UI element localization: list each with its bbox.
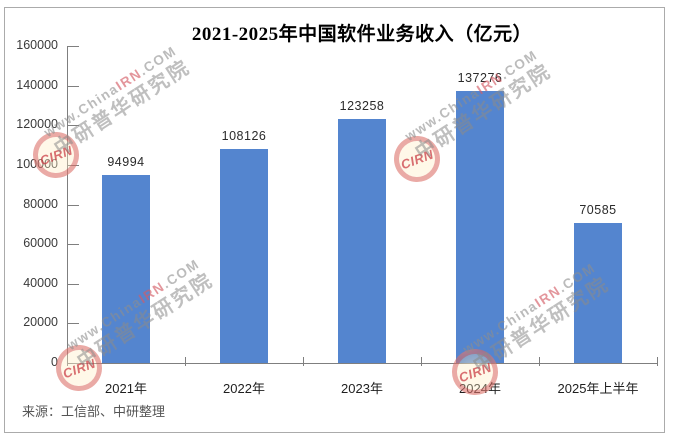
y-axis-tick [67,85,79,87]
chart-title: 2021-2025年中国软件业务收入（亿元） [191,24,533,45]
y-axis-tick-label: 120000 [16,117,58,132]
x-axis-category-label: 2023年 [341,381,383,396]
x-axis-category-label: 2021年 [105,381,147,396]
x-axis-tick [67,357,68,366]
bar-value-label: 123258 [339,98,385,113]
x-axis-category-label: 2022年 [223,381,265,396]
bar-value-label: 70585 [579,203,617,218]
y-axis-tick [67,46,79,47]
y-axis-tick [67,125,79,127]
x-axis-category-label: 2024年 [459,381,501,396]
y-axis-tick [67,363,79,364]
y-axis-tick [67,244,79,246]
y-axis-tick-label: 0 [51,355,58,369]
x-axis-tick [185,357,186,366]
y-axis-tick-label: 100000 [16,156,58,171]
x-axis-tick [539,357,540,366]
bar-2025年上半年 [574,223,622,363]
bar-2022年 [220,148,268,363]
x-axis-tick [657,357,658,366]
bar-value-label: 94994 [107,154,145,169]
x-axis-category-label: 2025年上半年 [557,381,639,396]
bar-2021年 [102,174,150,363]
y-axis-tick-label: 40000 [23,275,58,290]
y-axis-tick [67,164,79,166]
bar-value-label: 108126 [221,128,267,143]
y-axis-tick [67,204,79,206]
x-axis-tick [421,357,422,366]
bar-2023年 [338,118,386,363]
y-axis-tick-label: 60000 [23,236,58,251]
y-axis-tick [67,283,79,285]
y-axis-tick [67,323,79,325]
y-axis-tick-label: 80000 [23,196,58,211]
bar-2024年 [456,91,504,363]
y-axis-tick-label: 20000 [23,315,58,330]
y-axis-tick-label: 140000 [16,77,58,92]
source-note: 来源：工信部、中研整理 [22,404,166,419]
y-axis-tick-label: 160000 [16,38,58,52]
x-axis-tick [303,357,304,366]
bar-value-label: 137276 [457,71,503,86]
